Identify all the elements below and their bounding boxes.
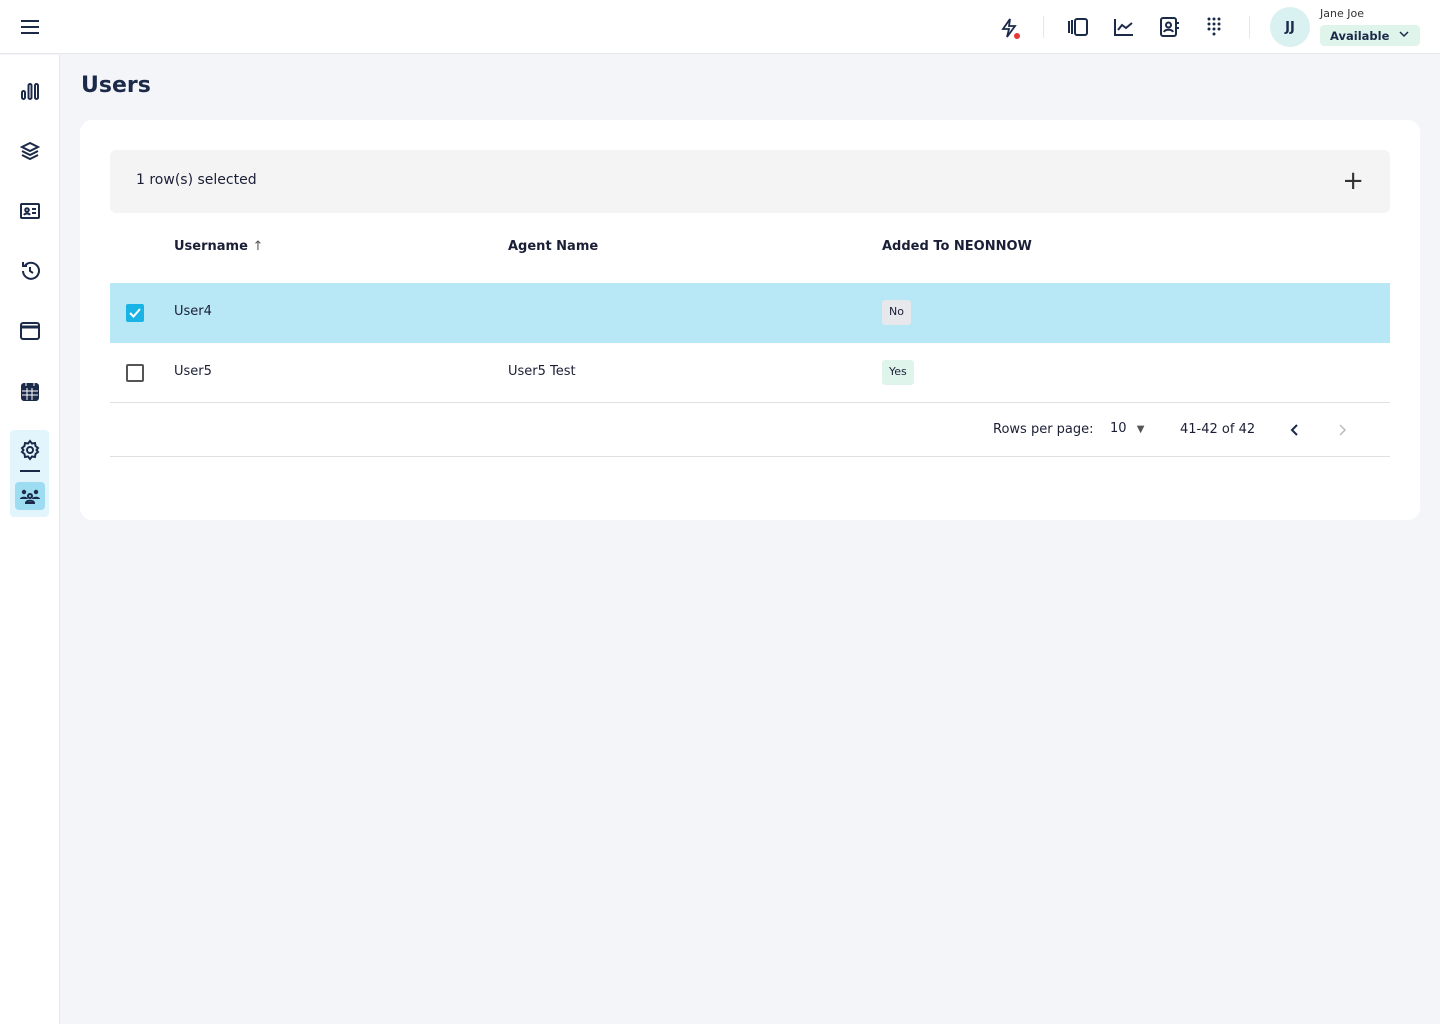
users-table-card: 1 row(s) selected + Username ↑ Agent Nam… xyxy=(80,120,1420,520)
status-label: Available xyxy=(1330,29,1390,43)
rows-per-page-select[interactable]: 10 ▼ xyxy=(1110,421,1144,436)
page-title: Users xyxy=(81,73,151,98)
user-name: Jane Joe xyxy=(1320,7,1364,20)
chevron-down-icon xyxy=(1398,28,1410,43)
column-header-agent-name[interactable]: Agent Name xyxy=(508,239,599,254)
rows-per-page-label: Rows per page: xyxy=(993,422,1094,437)
lightning-icon[interactable] xyxy=(996,15,1022,41)
history-icon[interactable] xyxy=(18,259,42,283)
column-header-added-to-neonnow[interactable]: Added To NEONNOW xyxy=(882,239,1032,254)
window-icon[interactable] xyxy=(18,319,42,343)
dropdown-arrow-icon: ▼ xyxy=(1136,424,1145,435)
row-checkbox[interactable] xyxy=(126,364,144,382)
add-icon[interactable]: + xyxy=(1342,166,1364,196)
rows-per-page-value: 10 xyxy=(1110,421,1127,436)
menu-icon[interactable] xyxy=(18,15,42,39)
id-card-icon[interactable] xyxy=(18,199,42,223)
contact-book-icon[interactable] xyxy=(1157,15,1181,39)
calendar-icon[interactable] xyxy=(18,379,42,403)
next-page-icon[interactable] xyxy=(1332,420,1352,440)
pagination-range: 41-42 of 42 xyxy=(1180,422,1256,437)
status-badge: No xyxy=(882,300,911,325)
username-cell: User4 xyxy=(174,304,212,319)
divider xyxy=(110,456,1390,457)
column-label: Username xyxy=(174,239,248,254)
top-bar: JJ Jane Joe Available xyxy=(0,0,1440,54)
users-icon[interactable] xyxy=(15,482,45,510)
table-row[interactable]: User4 No xyxy=(110,283,1390,343)
chart-line-icon[interactable] xyxy=(1112,15,1136,39)
username-cell: User5 xyxy=(174,364,212,379)
settings-icon[interactable] xyxy=(18,438,42,462)
status-badge: Yes xyxy=(882,360,914,385)
row-checkbox[interactable] xyxy=(126,304,144,322)
previous-page-icon[interactable] xyxy=(1284,420,1304,440)
agent-name-cell: User5 Test xyxy=(508,364,576,379)
selection-count: 1 row(s) selected xyxy=(136,172,257,188)
table-row[interactable]: User5 User5 Test Yes xyxy=(110,343,1390,403)
dialpad-icon[interactable] xyxy=(1202,15,1226,39)
layers-icon[interactable] xyxy=(18,139,42,163)
selection-toolbar: 1 row(s) selected + xyxy=(110,150,1390,213)
panel-icon[interactable] xyxy=(1066,15,1090,39)
sort-ascending-icon[interactable]: ↑ xyxy=(252,239,264,254)
status-dropdown[interactable]: Available xyxy=(1320,25,1420,46)
bar-chart-icon[interactable] xyxy=(18,79,42,103)
sidebar xyxy=(0,55,60,1024)
settings-group xyxy=(10,430,49,517)
column-header-username[interactable]: Username ↑ xyxy=(174,239,263,254)
avatar[interactable]: JJ xyxy=(1270,7,1310,47)
